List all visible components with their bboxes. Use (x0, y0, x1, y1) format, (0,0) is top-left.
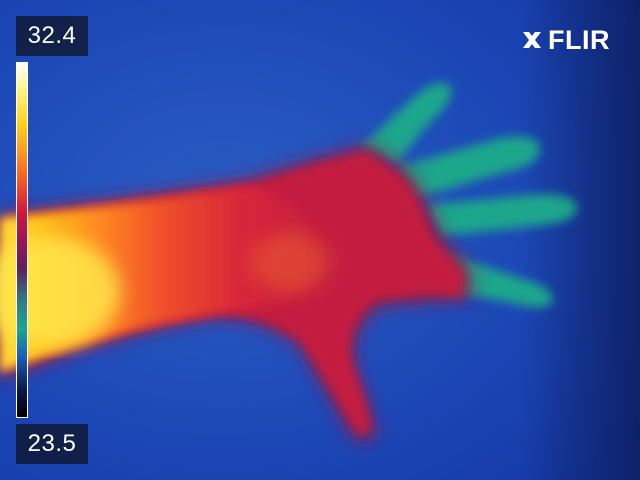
min-temperature-label: 23.5 (16, 424, 88, 464)
flir-logo-icon (523, 32, 541, 48)
brand-name: FLIR (548, 24, 610, 55)
fingers (360, 82, 577, 308)
max-temperature-label: 32.4 (16, 16, 88, 56)
temperature-scale-bar (16, 62, 28, 418)
brand-logo: FLIR (519, 24, 610, 56)
